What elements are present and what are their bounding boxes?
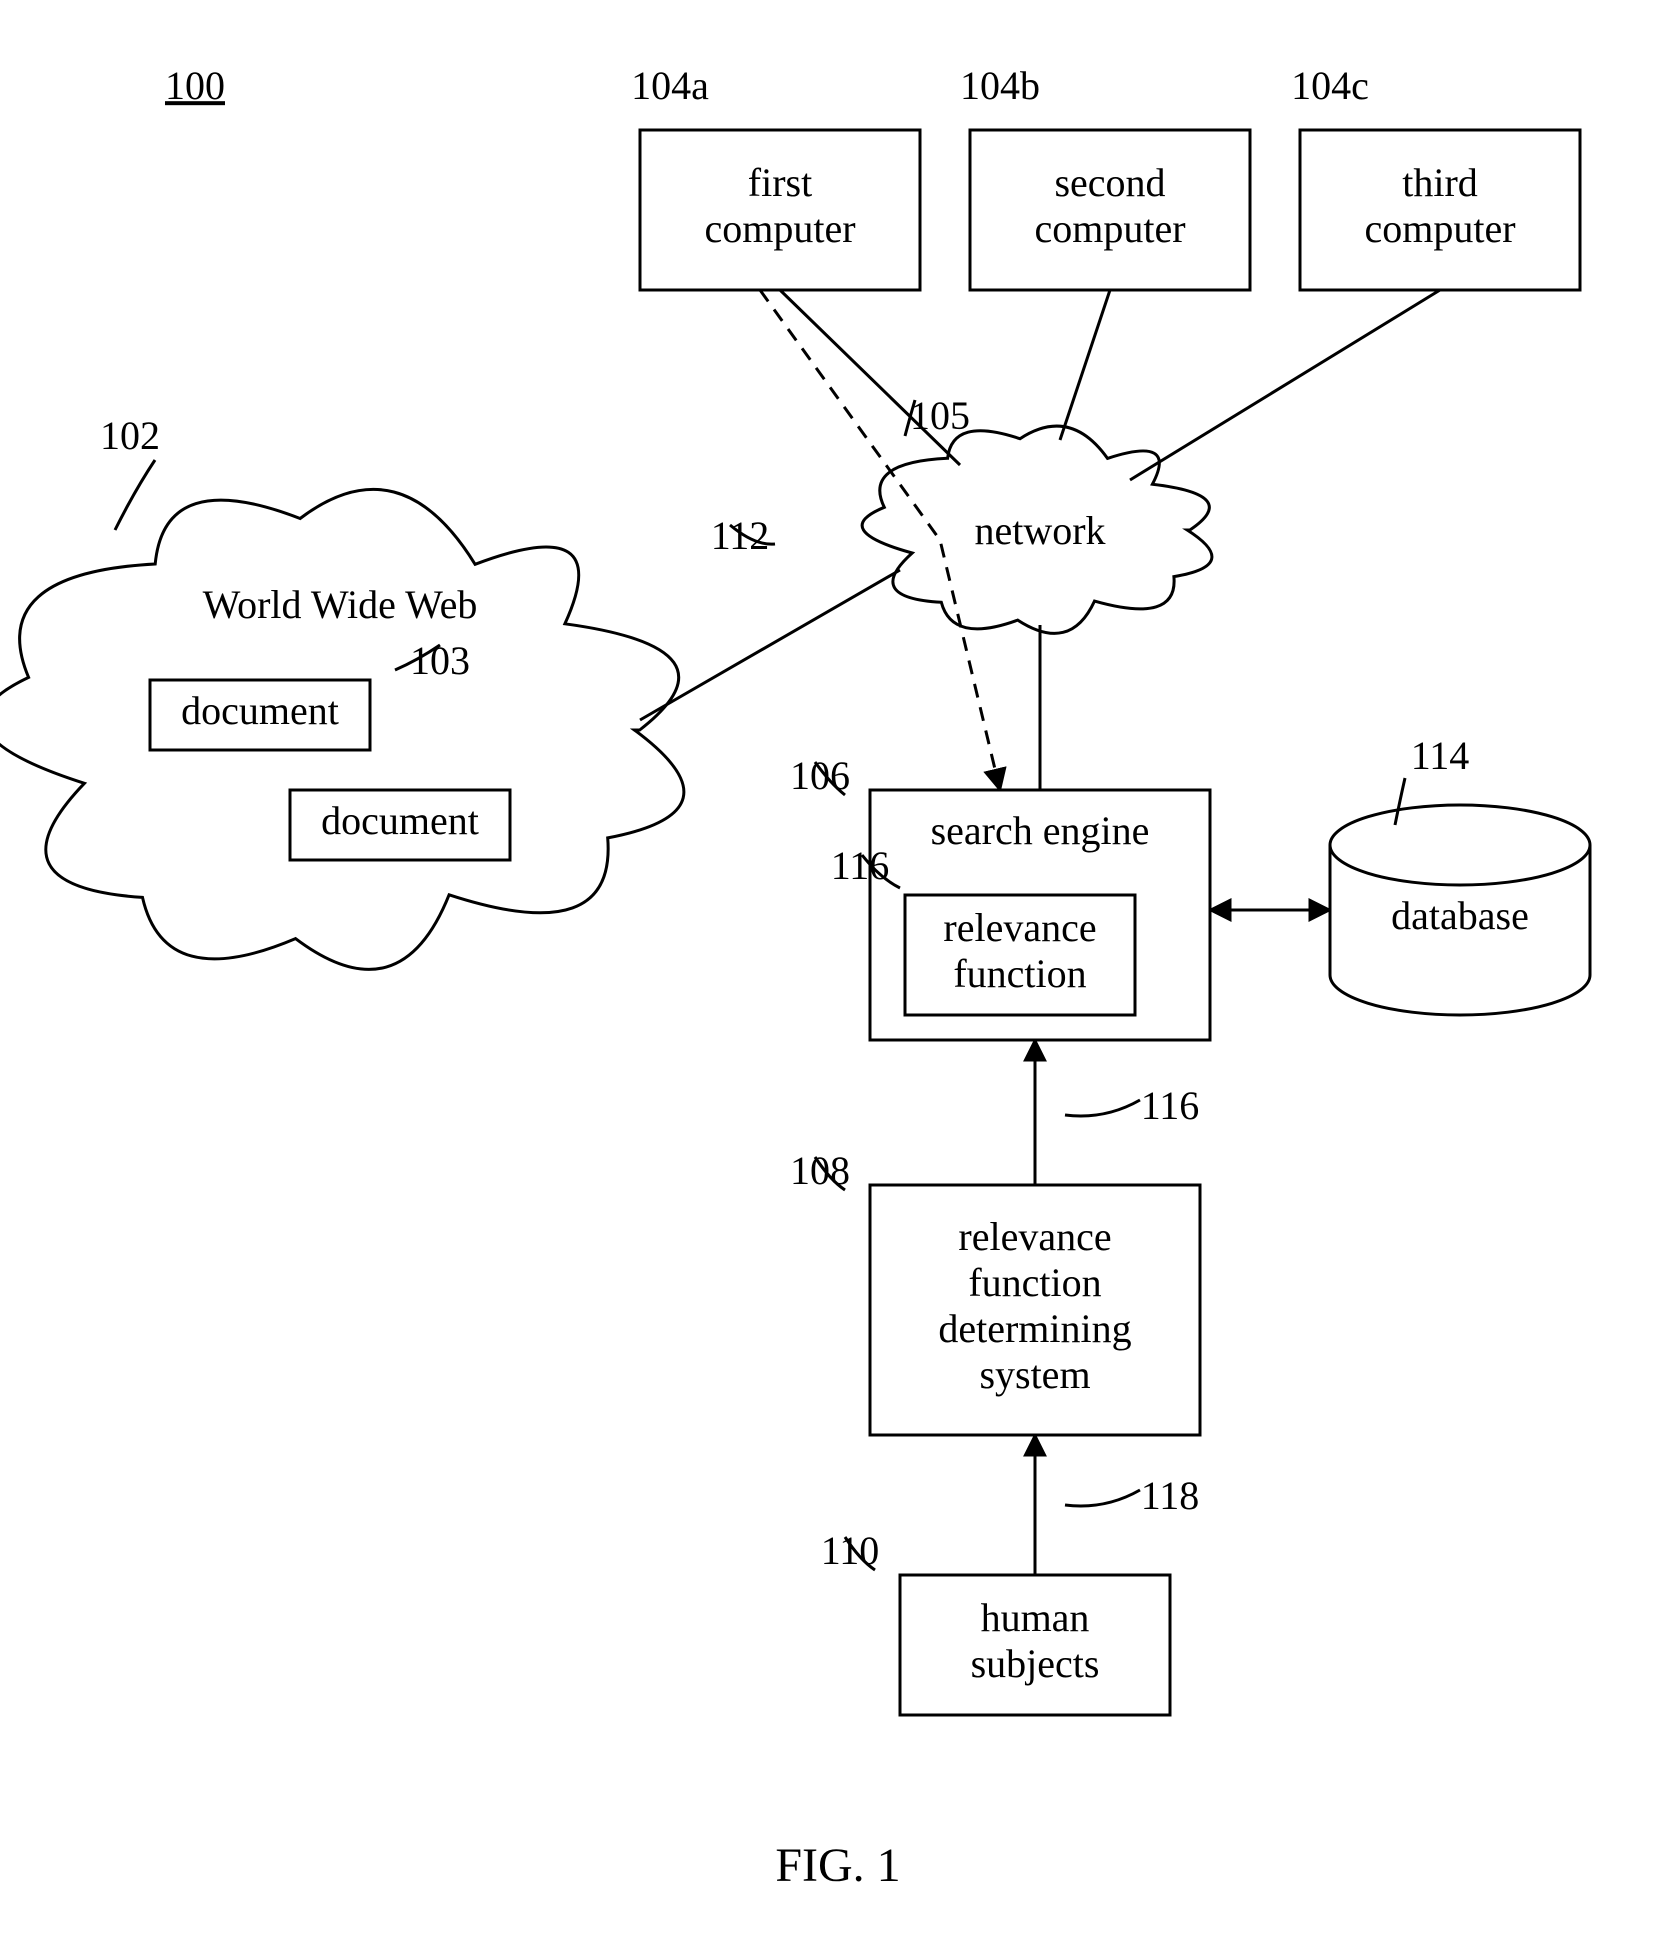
ref-edge-7: 116: [1141, 1083, 1200, 1128]
edge-comp3-net: [1130, 290, 1440, 480]
label-www: World Wide Web: [203, 582, 478, 627]
ref-comp1: 104a: [631, 63, 709, 108]
leader-0: [115, 460, 155, 530]
leader-7: [1065, 1100, 1140, 1116]
leader-9: [1065, 1490, 1140, 1506]
label-relfn: relevance: [943, 905, 1096, 950]
label-comp1: computer: [704, 206, 855, 251]
label-comp2: computer: [1034, 206, 1185, 251]
ref-edge-8: 118: [1141, 1473, 1200, 1518]
label-search: search engine: [931, 808, 1150, 853]
ref-relfn: 116: [831, 843, 890, 888]
figure-caption: FIG. 1: [775, 1839, 900, 1892]
label-rfds: determining: [938, 1306, 1131, 1351]
ref-comp2: 104b: [960, 63, 1040, 108]
label-comp3: third: [1402, 160, 1478, 205]
ref-search: 106: [790, 753, 850, 798]
label-rfds: function: [968, 1260, 1101, 1305]
label-db: database: [1391, 893, 1529, 938]
ref-net: 105: [910, 393, 970, 438]
ref-rfds: 108: [790, 1148, 850, 1193]
label-human: human: [981, 1595, 1090, 1640]
ref-comp3: 104c: [1291, 63, 1369, 108]
ref-db: 114: [1411, 733, 1470, 778]
edge-comp2-net: [1060, 290, 1110, 440]
label-doc1: document: [181, 688, 339, 733]
edge-comp1-net: [780, 290, 960, 465]
label-relfn: function: [953, 951, 1086, 996]
node-db-top: [1330, 805, 1590, 885]
label-doc2: document: [321, 798, 479, 843]
ref-doc1: 103: [410, 638, 470, 683]
figure-number: 100: [165, 63, 225, 108]
label-human: subjects: [971, 1641, 1100, 1686]
ref-edge-5: 112: [711, 513, 770, 558]
ref-human: 110: [821, 1528, 880, 1573]
ref-www: 102: [100, 413, 160, 458]
label-comp3: computer: [1364, 206, 1515, 251]
label-net: network: [974, 508, 1105, 553]
edge-www-net: [640, 570, 900, 720]
label-comp1: first: [748, 160, 812, 205]
label-rfds: system: [979, 1352, 1090, 1397]
label-rfds: relevance: [958, 1214, 1111, 1259]
label-comp2: second: [1054, 160, 1165, 205]
